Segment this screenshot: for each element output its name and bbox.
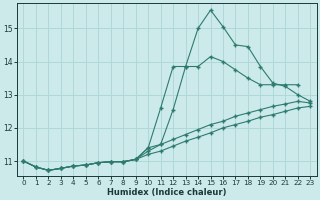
X-axis label: Humidex (Indice chaleur): Humidex (Indice chaleur) (107, 188, 227, 197)
